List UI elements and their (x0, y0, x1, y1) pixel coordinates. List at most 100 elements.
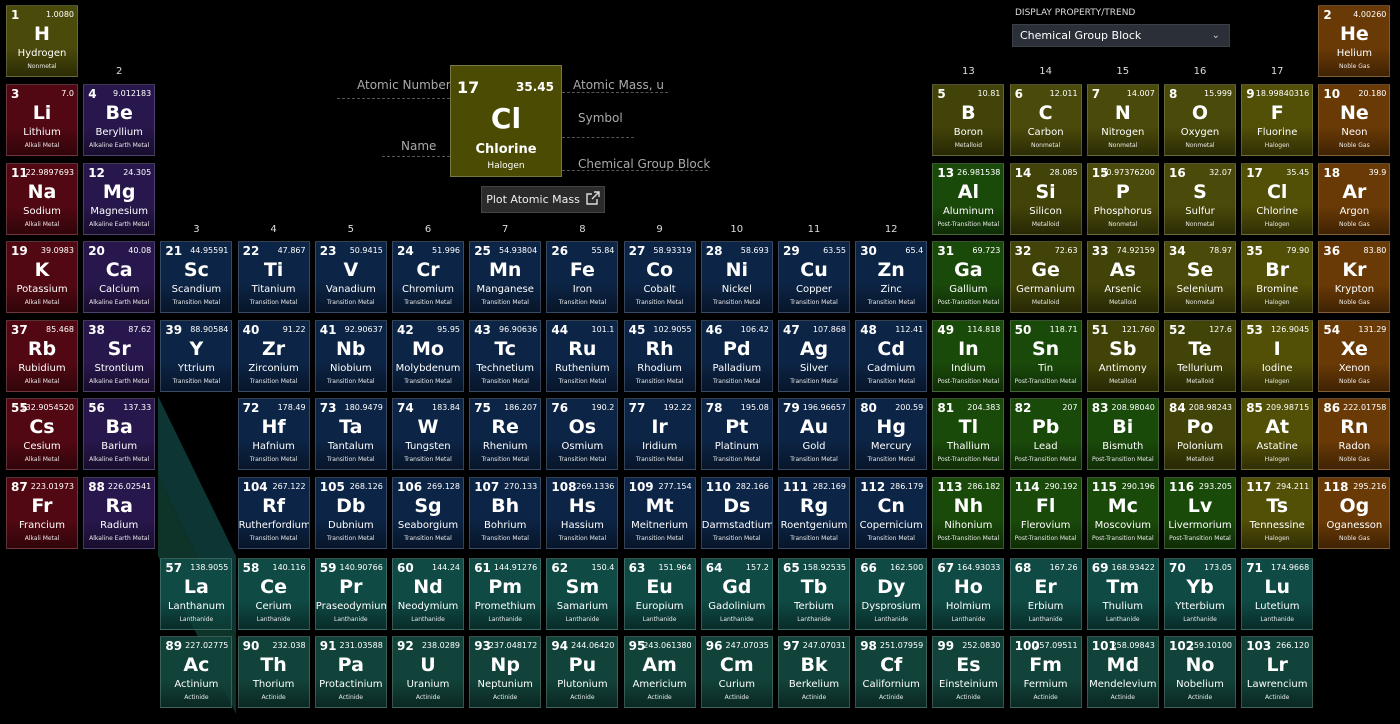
element-cell-neon[interactable]: 10 20.180 Ne Neon Noble Gas (1318, 84, 1391, 156)
element-cell-darmstadtium[interactable]: 110 282.166 Ds Darmstadtium Transition Metal (700, 477, 773, 549)
element-cell-samarium[interactable]: 62 150.4 Sm Samarium Lanthanide (546, 558, 619, 630)
element-cell-einsteinium[interactable]: 99 252.0830 Es Einsteinium Actinide (932, 636, 1005, 708)
element-cell-berkelium[interactable]: 97 247.07031 Bk Berkelium Actinide (778, 636, 850, 708)
element-cell-bromine[interactable]: 35 79.90 Br Bromine Halogen (1241, 241, 1314, 313)
element-cell-neodymium[interactable]: 60 144.24 Nd Neodymium Lanthanide (392, 558, 464, 630)
element-cell-antimony[interactable]: 51 121.760 Sb Antimony Metalloid (1086, 320, 1159, 392)
element-cell-nickel[interactable]: 28 58.693 Ni Nickel Transition Metal (700, 241, 773, 313)
element-cell-strontium[interactable]: 38 87.62 Sr Strontium Alkaline Earth Metal (83, 320, 156, 392)
element-cell-tellurium[interactable]: 52 127.6 Te Tellurium Metalloid (1164, 320, 1236, 392)
element-cell-germanium[interactable]: 32 72.63 Ge Germanium Metalloid (1009, 241, 1082, 313)
element-cell-seaborgium[interactable]: 106 269.128 Sg Seaborgium Transition Metal (392, 477, 464, 549)
element-cell-lawrencium[interactable]: 103 266.120 Lr Lawrencium Actinide (1241, 636, 1314, 708)
element-cell-holmium[interactable]: 67 164.93033 Ho Holmium Lanthanide (932, 558, 1005, 630)
element-cell-fermium[interactable]: 100 257.09511 Fm Fermium Actinide (1009, 636, 1082, 708)
element-cell-promethium[interactable]: 61 144.91276 Pm Promethium Lanthanide (469, 558, 542, 630)
element-cell-protactinium[interactable]: 91 231.03588 Pa Protactinium Actinide (314, 636, 387, 708)
element-cell-rutherfordium[interactable]: 104 267.122 Rf Rutherfordium Transition Meta… (237, 477, 310, 549)
element-cell-cerium[interactable]: 58 140.116 Ce Cerium Lanthanide (237, 558, 310, 630)
element-cell-vanadium[interactable]: 23 50.9415 V Vanadium Transition Metal (314, 241, 387, 313)
element-cell-yttrium[interactable]: 39 88.90584 Y Yttrium Transition Metal (160, 320, 233, 392)
element-cell-hafnium[interactable]: 72 178.49 Hf Hafnium Transition Metal (237, 398, 310, 470)
element-cell-potassium[interactable]: 19 39.0983 K Potassium Alkali Metal (6, 241, 78, 313)
element-cell-cobalt[interactable]: 27 58.93319 Co Cobalt Transition Metal (623, 241, 696, 313)
element-cell-flerovium[interactable]: 114 290.192 Fl Flerovium Post-Transition Met… (1009, 477, 1082, 549)
element-cell-barium[interactable]: 56 137.33 Ba Barium Alkaline Earth Metal (83, 398, 156, 470)
element-cell-curium[interactable]: 96 247.07035 Cm Curium Actinide (700, 636, 773, 708)
element-cell-platinum[interactable]: 78 195.08 Pt Platinum Transition Metal (700, 398, 773, 470)
element-cell-osmium[interactable]: 76 190.2 Os Osmium Transition Metal (546, 398, 619, 470)
element-cell-gadolinium[interactable]: 64 157.2 Gd Gadolinium Lanthanide (700, 558, 773, 630)
element-cell-oxygen[interactable]: 8 15.999 O Oxygen Nonmetal (1164, 84, 1236, 156)
element-cell-livermorium[interactable]: 116 293.205 Lv Livermorium Post-Transition M… (1164, 477, 1236, 549)
element-cell-tungsten[interactable]: 74 183.84 W Tungsten Transition Metal (392, 398, 464, 470)
element-cell-lutetium[interactable]: 71 174.9668 Lu Lutetium Lanthanide (1241, 558, 1314, 630)
element-cell-moscovium[interactable]: 115 290.196 Mc Moscovium Post-Transition Met… (1086, 477, 1159, 549)
plot-atomic-mass-button[interactable]: Plot Atomic Mass (481, 186, 605, 213)
element-cell-iridium[interactable]: 77 192.22 Ir Iridium Transition Metal (623, 398, 696, 470)
element-cell-mercury[interactable]: 80 200.59 Hg Mercury Transition Metal (855, 398, 928, 470)
element-cell-rubidium[interactable]: 37 85.468 Rb Rubidium Alkali Metal (6, 320, 78, 392)
element-cell-astatine[interactable]: 85 209.98715 At Astatine Halogen (1241, 398, 1314, 470)
element-cell-silver[interactable]: 47 107.868 Ag Silver Transition Metal (778, 320, 850, 392)
element-cell-helium[interactable]: 2 4.00260 He Helium Noble Gas (1318, 5, 1391, 77)
display-property-dropdown[interactable]: Chemical Group Block ⌄ (1012, 24, 1230, 47)
element-cell-selenium[interactable]: 34 78.97 Se Selenium Nonmetal (1164, 241, 1236, 313)
element-cell-actinium[interactable]: 89 227.02775 Ac Actinium Actinide (160, 636, 233, 708)
element-cell-magnesium[interactable]: 12 24.305 Mg Magnesium Alkaline Earth Metal (83, 163, 156, 235)
element-cell-thallium[interactable]: 81 204.383 Tl Thallium Post-Transition Metal (932, 398, 1005, 470)
element-cell-thorium[interactable]: 90 232.038 Th Thorium Actinide (237, 636, 310, 708)
element-cell-aluminum[interactable]: 13 26.981538 Al Aluminum Post-Transition Met… (932, 163, 1005, 235)
element-cell-thulium[interactable]: 69 168.93422 Tm Thulium Lanthanide (1086, 558, 1159, 630)
element-cell-gold[interactable]: 79 196.96657 Au Gold Transition Metal (778, 398, 850, 470)
element-cell-hassium[interactable]: 108 269.1336 Hs Hassium Transition Metal (546, 477, 619, 549)
element-cell-californium[interactable]: 98 251.07959 Cf Californium Actinide (855, 636, 928, 708)
element-cell-ytterbium[interactable]: 70 173.05 Yb Ytterbium Lanthanide (1164, 558, 1236, 630)
element-cell-beryllium[interactable]: 4 9.012183 Be Beryllium Alkaline Earth Metal (83, 84, 156, 156)
element-cell-iodine[interactable]: 53 126.9045 I Iodine Halogen (1241, 320, 1314, 392)
element-cell-dysprosium[interactable]: 66 162.500 Dy Dysprosium Lanthanide (855, 558, 928, 630)
element-cell-nihonium[interactable]: 113 286.182 Nh Nihonium Post-Transition Meta… (932, 477, 1005, 549)
element-cell-molybdenum[interactable]: 42 95.95 Mo Molybdenum Transition Metal (392, 320, 464, 392)
element-cell-arsenic[interactable]: 33 74.92159 As Arsenic Metalloid (1086, 241, 1159, 313)
element-cell-lead[interactable]: 82 207 Pb Lead Post-Transition Metal (1009, 398, 1082, 470)
element-cell-zirconium[interactable]: 40 91.22 Zr Zirconium Transition Metal (237, 320, 310, 392)
element-cell-nobelium[interactable]: 102 259.10100 No Nobelium Actinide (1164, 636, 1236, 708)
element-cell-niobium[interactable]: 41 92.90637 Nb Niobium Transition Metal (314, 320, 387, 392)
element-cell-titanium[interactable]: 22 47.867 Ti Titanium Transition Metal (237, 241, 310, 313)
element-cell-chromium[interactable]: 24 51.996 Cr Chromium Transition Metal (392, 241, 464, 313)
element-cell-silicon[interactable]: 14 28.085 Si Silicon Metalloid (1009, 163, 1082, 235)
element-cell-tennessine[interactable]: 117 294.211 Ts Tennessine Halogen (1241, 477, 1314, 549)
element-cell-roentgenium[interactable]: 111 282.169 Rg Roentgenium Transition Metal (778, 477, 850, 549)
element-cell-hydrogen[interactable]: 1 1.0080 H Hydrogen Nonmetal (6, 5, 78, 77)
element-cell-americium[interactable]: 95 243.061380 Am Americium Actinide (623, 636, 696, 708)
element-cell-technetium[interactable]: 43 96.90636 Tc Technetium Transition Metal (469, 320, 542, 392)
element-cell-calcium[interactable]: 20 40.08 Ca Calcium Alkaline Earth Metal (83, 241, 156, 313)
element-cell-argon[interactable]: 18 39.9 Ar Argon Noble Gas (1318, 163, 1391, 235)
element-cell-dubnium[interactable]: 105 268.126 Db Dubnium Transition Metal (314, 477, 387, 549)
element-cell-iron[interactable]: 26 55.84 Fe Iron Transition Metal (546, 241, 619, 313)
element-cell-indium[interactable]: 49 114.818 In Indium Post-Transition Metal (932, 320, 1005, 392)
element-cell-fluorine[interactable]: 9 18.99840316 F Fluorine Halogen (1241, 84, 1314, 156)
element-cell-tin[interactable]: 50 118.71 Sn Tin Post-Transition Metal (1009, 320, 1082, 392)
element-cell-copernicium[interactable]: 112 286.179 Cn Copernicium Transition Metal (855, 477, 928, 549)
element-cell-ruthenium[interactable]: 44 101.1 Ru Ruthenium Transition Metal (546, 320, 619, 392)
element-cell-europium[interactable]: 63 151.964 Eu Europium Lanthanide (623, 558, 696, 630)
element-cell-praseodymium[interactable]: 59 140.90766 Pr Praseodymium Lanthanide (314, 558, 387, 630)
element-cell-polonium[interactable]: 84 208.98243 Po Polonium Metalloid (1164, 398, 1236, 470)
element-cell-oganesson[interactable]: 118 295.216 Og Oganesson Noble Gas (1318, 477, 1391, 549)
element-cell-radon[interactable]: 86 222.01758 Rn Radon Noble Gas (1318, 398, 1391, 470)
element-cell-sulfur[interactable]: 16 32.07 S Sulfur Nonmetal (1164, 163, 1236, 235)
element-cell-palladium[interactable]: 46 106.42 Pd Palladium Transition Metal (700, 320, 773, 392)
element-cell-phosphorus[interactable]: 15 30.97376200 P Phosphorus Nonmetal (1086, 163, 1159, 235)
element-cell-nitrogen[interactable]: 7 14.007 N Nitrogen Nonmetal (1086, 84, 1159, 156)
element-cell-gallium[interactable]: 31 69.723 Ga Gallium Post-Transition Metal (932, 241, 1005, 313)
element-cell-francium[interactable]: 87 223.01973 Fr Francium Alkali Metal (6, 477, 78, 549)
element-cell-zinc[interactable]: 30 65.4 Zn Zinc Transition Metal (855, 241, 928, 313)
element-cell-radium[interactable]: 88 226.02541 Ra Radium Alkaline Earth Metal (83, 477, 156, 549)
element-cell-boron[interactable]: 5 10.81 B Boron Metalloid (932, 84, 1005, 156)
element-cell-tantalum[interactable]: 73 180.9479 Ta Tantalum Transition Metal (314, 398, 387, 470)
element-cell-plutonium[interactable]: 94 244.06420 Pu Plutonium Actinide (546, 636, 619, 708)
element-cell-erbium[interactable]: 68 167.26 Er Erbium Lanthanide (1009, 558, 1082, 630)
element-cell-manganese[interactable]: 25 54.93804 Mn Manganese Transition Metal (469, 241, 542, 313)
